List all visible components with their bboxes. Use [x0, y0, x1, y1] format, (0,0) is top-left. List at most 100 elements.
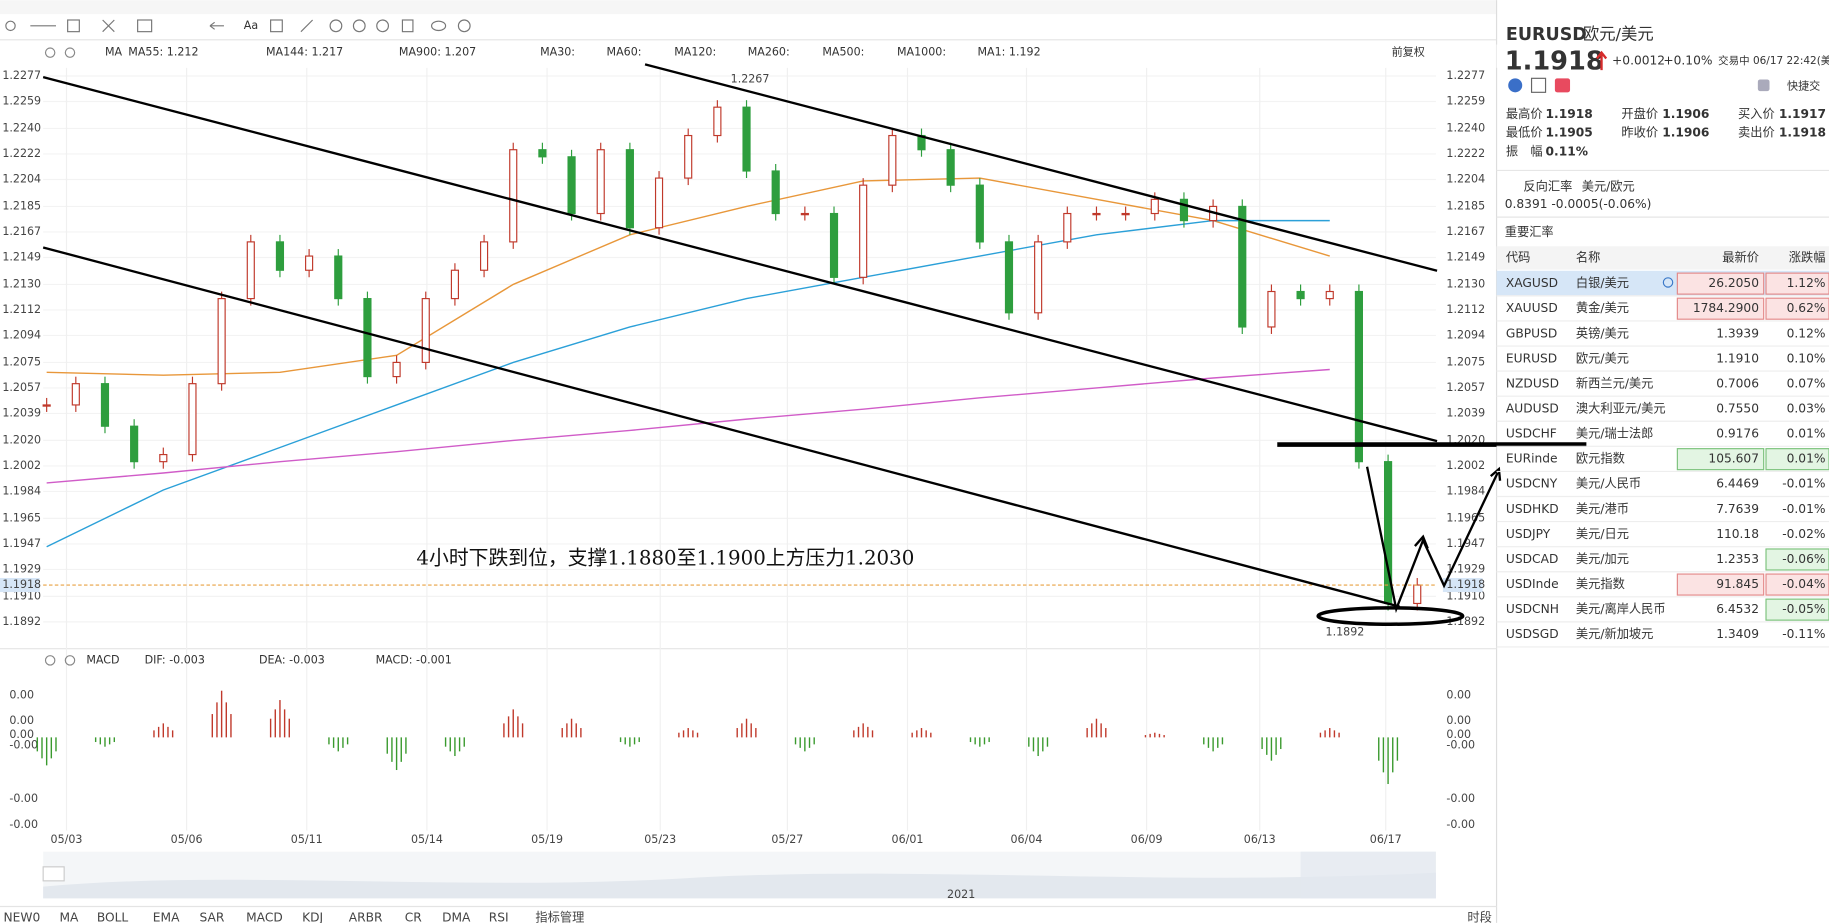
ma-legend[interactable]: MA60:	[607, 46, 642, 59]
table-cell[interactable]: -0.04%	[1782, 577, 1825, 591]
table-cell[interactable]: 91.845	[1716, 577, 1759, 591]
table-cell[interactable]: USDCNH	[1506, 602, 1559, 616]
table-cell[interactable]: GBPUSD	[1506, 326, 1557, 340]
fav-icon[interactable]	[1554, 78, 1571, 93]
table-cell[interactable]: -0.06%	[1782, 552, 1825, 566]
navigator-handle[interactable]	[42, 866, 65, 882]
note-icon[interactable]	[1530, 77, 1547, 93]
inverse-pair[interactable]: 美元/欧元	[1582, 179, 1635, 193]
indicator-tab[interactable]: ARBR	[349, 911, 383, 923]
shape-icon[interactable]	[67, 19, 80, 33]
macd-legend[interactable]: MACD	[86, 653, 119, 666]
table-cell[interactable]: 1.12%	[1787, 276, 1826, 290]
table-cell[interactable]: 1.3409	[1716, 627, 1759, 641]
table-cell[interactable]: USDJPY	[1506, 527, 1551, 541]
table-cell[interactable]: 欧元指数	[1576, 451, 1625, 466]
ruler-icon[interactable]	[300, 19, 314, 33]
table-cell[interactable]: 欧元/美元	[1576, 351, 1629, 365]
table-cell[interactable]: -0.05%	[1782, 602, 1825, 616]
indicator-tab[interactable]: EMA	[153, 911, 180, 923]
table-cell[interactable]: 0.62%	[1787, 301, 1826, 315]
eye-icon[interactable]	[431, 20, 447, 32]
macd-legend[interactable]: DEA: -0.003	[259, 653, 325, 666]
table-cell[interactable]: 105.607	[1708, 452, 1759, 466]
toolbar-icons[interactable]	[5, 19, 471, 33]
table-cell[interactable]: 美元/港币	[1576, 502, 1629, 516]
ma-legend[interactable]: MA55: 1.212	[128, 46, 198, 59]
table-cell[interactable]: USDHKD	[1506, 502, 1559, 516]
table-cell[interactable]: 1784.2900	[1693, 301, 1759, 315]
ma-legend[interactable]: MA120:	[674, 46, 716, 59]
table-cell[interactable]: 美元/新加坡元	[1576, 626, 1654, 641]
ma-legend[interactable]: MA900: 1.207	[399, 46, 476, 59]
table-cell[interactable]: AUDUSD	[1506, 402, 1559, 416]
indicator-tab[interactable]: MACD	[246, 911, 283, 923]
cross-icon[interactable]	[5, 20, 16, 32]
indicator-tab[interactable]: 指标管理	[535, 910, 584, 923]
ma-legend[interactable]: MA	[105, 46, 123, 59]
table-cell[interactable]: -0.01%	[1782, 502, 1825, 516]
indicator-tab[interactable]: NEW0	[3, 911, 40, 923]
ma-legend[interactable]: MA144: 1.217	[266, 46, 343, 59]
table-cell[interactable]: 1.2353	[1716, 552, 1759, 566]
table-cell[interactable]: 6.4469	[1716, 477, 1759, 491]
indicator-tab[interactable]: SAR	[199, 911, 224, 923]
table-cell[interactable]: EURinde	[1506, 452, 1558, 466]
table-cell[interactable]: USDCAD	[1506, 552, 1558, 566]
ma-legend[interactable]: MA260:	[748, 46, 790, 59]
table-cell[interactable]: 0.01%	[1787, 452, 1826, 466]
table-cell[interactable]: 110.18	[1716, 527, 1759, 541]
indicator-tab[interactable]: CR	[405, 911, 423, 923]
table-cell[interactable]: -0.01%	[1782, 477, 1825, 491]
indicator-tab[interactable]: KDJ	[302, 911, 323, 923]
session-tab[interactable]: 时段	[1467, 910, 1491, 923]
table-cell[interactable]: 6.4532	[1716, 602, 1759, 616]
macd-legend[interactable]: MACD: -0.001	[376, 653, 452, 666]
table-cell[interactable]: 0.7006	[1716, 376, 1759, 390]
table-cell[interactable]: 0.01%	[1787, 427, 1826, 441]
lock-icon[interactable]	[352, 19, 366, 33]
navigator-window[interactable]	[1300, 851, 1436, 899]
header-icon[interactable]	[44, 47, 56, 58]
table-cell[interactable]: 0.10%	[1787, 351, 1826, 365]
table-cell[interactable]: -0.02%	[1782, 527, 1825, 541]
table-cell[interactable]: 美元/瑞士法郎	[1576, 427, 1654, 441]
indicator-tab[interactable]: MA	[59, 911, 79, 923]
hide-icon[interactable]	[376, 19, 390, 33]
table-cell[interactable]: XAGUSD	[1506, 276, 1558, 290]
table-cell[interactable]: 1.1910	[1716, 351, 1759, 365]
table-cell[interactable]: 0.07%	[1787, 376, 1826, 390]
header-icon[interactable]	[64, 655, 76, 666]
bell-icon[interactable]	[1757, 79, 1770, 92]
globe-icon[interactable]	[1508, 78, 1523, 93]
table-cell[interactable]: 新西兰元/美元	[1576, 375, 1654, 390]
trash-icon[interactable]	[401, 19, 414, 33]
table-cell[interactable]: 美元/离岸人民币	[1576, 601, 1666, 616]
table-cell[interactable]: 美元/加元	[1576, 552, 1629, 566]
table-cell[interactable]: 澳大利亚元/美元	[1576, 402, 1666, 416]
indicator-tab[interactable]: RSI	[489, 911, 509, 923]
table-cell[interactable]: 美元/日元	[1576, 527, 1629, 541]
table-cell[interactable]: 英镑/美元	[1576, 325, 1629, 340]
table-cell[interactable]: USDInde	[1506, 577, 1559, 591]
ma-legend[interactable]: MA1: 1.192	[977, 46, 1040, 59]
settings-icon[interactable]	[457, 19, 471, 33]
table-cell[interactable]: NZDUSD	[1506, 376, 1559, 390]
table-cell[interactable]: XAUUSD	[1506, 301, 1558, 315]
header-icon[interactable]	[64, 47, 76, 58]
table-cell[interactable]: EURUSD	[1506, 351, 1557, 365]
table-cell[interactable]: 美元指数	[1576, 576, 1625, 591]
table-cell[interactable]: 0.12%	[1787, 326, 1826, 340]
table-cell[interactable]: 0.7550	[1716, 402, 1759, 416]
watch-icon[interactable]	[1662, 277, 1674, 288]
table-cell[interactable]: 黄金/美元	[1576, 300, 1629, 315]
font-button[interactable]: Aa	[244, 19, 258, 32]
brush-icon[interactable]	[270, 19, 283, 33]
table-cell[interactable]: 1.3939	[1716, 326, 1759, 340]
table-cell[interactable]: 0.9176	[1716, 427, 1759, 441]
fib-icon[interactable]	[102, 19, 115, 33]
magnet-icon[interactable]	[329, 19, 343, 33]
arrow-icon[interactable]	[209, 21, 224, 30]
table-cell[interactable]: 26.2050	[1708, 276, 1759, 290]
ma-legend[interactable]: MA500:	[822, 46, 864, 59]
